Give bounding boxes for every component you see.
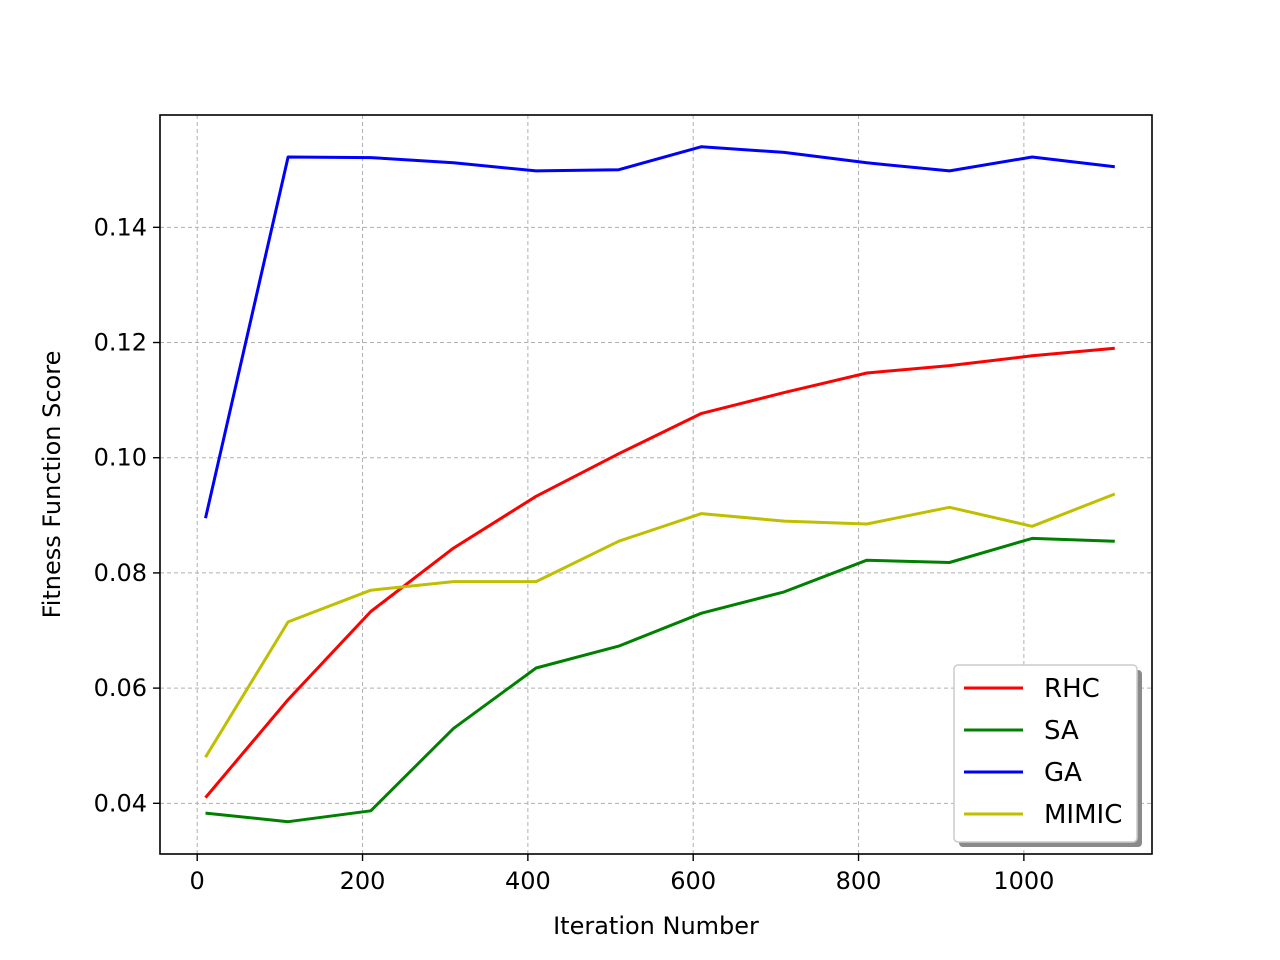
x-tick-label: 1000 bbox=[993, 867, 1054, 895]
legend-box bbox=[953, 664, 1138, 843]
x-axis-label: Iteration Number bbox=[553, 912, 759, 940]
y-axis: 0.04 0.06 0.08 0.10 0.12 0.14 bbox=[94, 213, 160, 817]
y-tick-label: 0.06 bbox=[94, 674, 147, 702]
x-tick-label: 200 bbox=[340, 867, 386, 895]
x-tick-label: 0 bbox=[190, 867, 205, 895]
series-line-rhc bbox=[204, 346, 1115, 799]
y-tick-label: 0.04 bbox=[94, 789, 147, 817]
x-axis: 0 200 400 600 800 1000 bbox=[190, 854, 1054, 895]
axes-frame bbox=[159, 114, 1153, 855]
y-tick-label: 0.08 bbox=[94, 559, 147, 587]
series-line-ga bbox=[204, 145, 1115, 519]
series-line-mimic bbox=[204, 492, 1116, 758]
legend-label-mimic: MIMIC bbox=[1044, 800, 1122, 830]
y-axis-label: Fitness Function Score bbox=[38, 351, 66, 619]
x-tick-label: 600 bbox=[670, 867, 716, 895]
series-lines bbox=[204, 145, 1116, 824]
y-tick-label: 0.10 bbox=[94, 444, 147, 472]
legend-label-rhc: RHC bbox=[1044, 674, 1100, 704]
x-tick-label: 800 bbox=[836, 867, 882, 895]
legend: RHC SA GA MIMIC bbox=[953, 664, 1142, 847]
x-tick-label: 400 bbox=[505, 867, 551, 895]
y-tick-label: 0.12 bbox=[94, 329, 147, 357]
legend-label-sa: SA bbox=[1044, 716, 1079, 746]
series-line-sa bbox=[205, 536, 1115, 824]
y-tick-label: 0.14 bbox=[94, 213, 147, 241]
legend-label-ga: GA bbox=[1044, 758, 1082, 788]
